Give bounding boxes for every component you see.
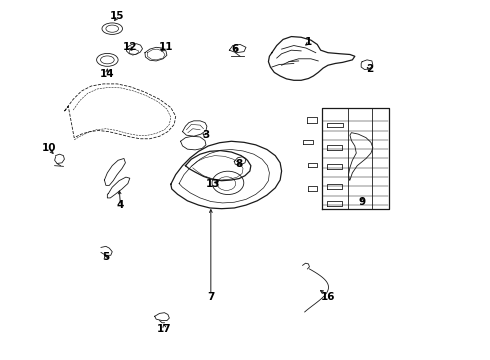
Text: 13: 13 [206,179,220,189]
Text: 14: 14 [100,69,115,79]
Text: 11: 11 [159,42,173,52]
Text: 4: 4 [117,200,124,210]
Text: 15: 15 [110,11,124,21]
Text: 16: 16 [321,292,335,302]
Text: 8: 8 [236,159,243,169]
Text: 9: 9 [359,197,366,207]
Text: 17: 17 [157,324,172,334]
Text: 3: 3 [202,130,210,140]
Text: 7: 7 [207,292,215,302]
Text: 12: 12 [123,42,138,52]
Text: 10: 10 [42,143,56,153]
Text: 5: 5 [102,252,109,262]
Text: 6: 6 [232,44,239,54]
Text: 2: 2 [366,64,373,74]
Text: 1: 1 [305,37,312,47]
